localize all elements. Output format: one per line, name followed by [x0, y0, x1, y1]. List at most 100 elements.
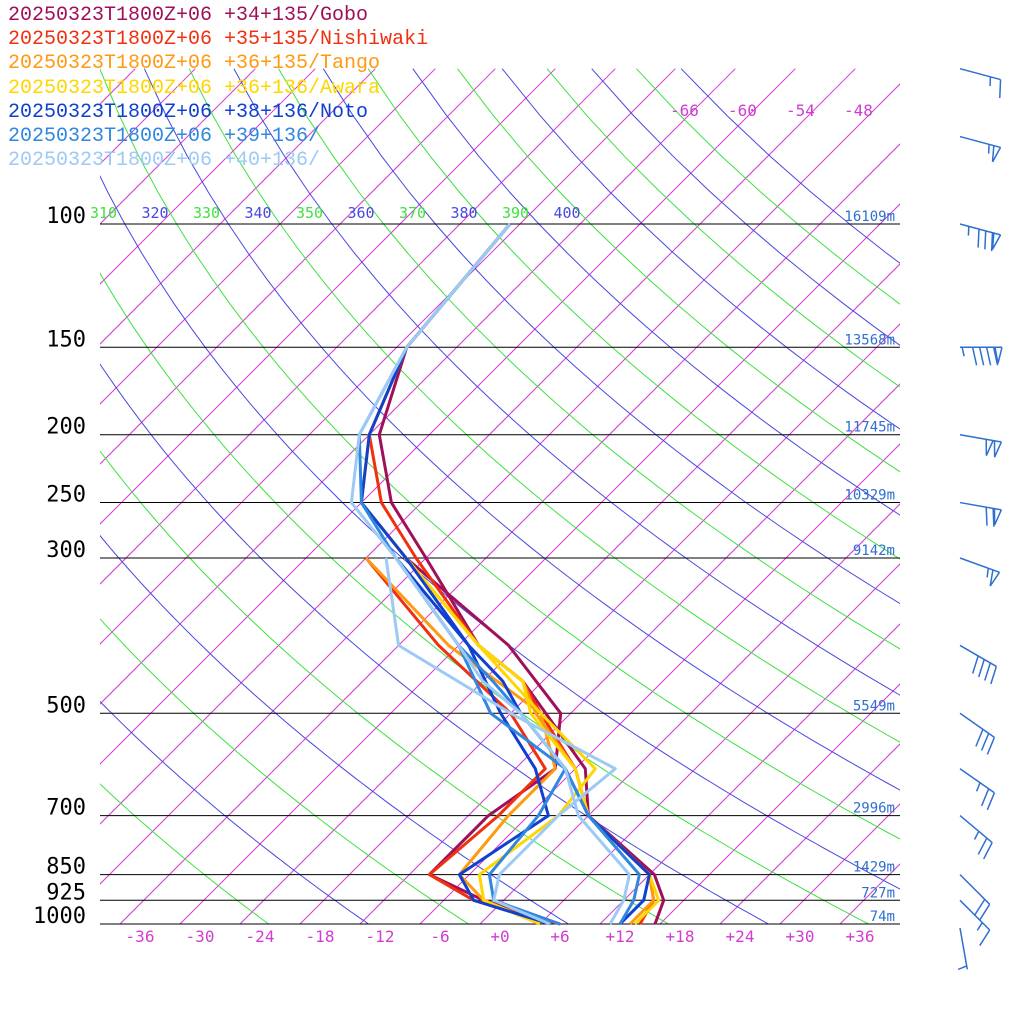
wind-barb-half-feather	[986, 568, 990, 578]
pressure-label: 700	[46, 796, 86, 821]
height-label: 11745m	[844, 420, 895, 436]
dewpoint-line-5	[394, 557, 567, 926]
isotherm-line	[100, 68, 736, 705]
isotherm-line	[539, 563, 900, 924]
height-label: 5549m	[853, 698, 895, 714]
pressure-label: 150	[46, 327, 86, 352]
wind-barb-feather	[986, 792, 996, 811]
dry-adiabat-line	[100, 175, 900, 890]
theta-label: 330	[193, 204, 220, 222]
dewpoint-line-1	[364, 557, 561, 926]
theta-label: 370	[399, 204, 426, 222]
height-label: 13568m	[844, 332, 895, 348]
wind-barb-feather	[980, 788, 990, 807]
height-label: 1429m	[853, 860, 895, 876]
isotherm-line	[419, 443, 900, 924]
height-label: 74m	[870, 909, 895, 925]
dry-adiabat-line	[100, 534, 569, 924]
isotherm-line	[100, 68, 616, 585]
legend-entry: 20250323T1800Z+06 +36+135/Tango	[8, 52, 381, 76]
isotherm-line	[100, 68, 676, 645]
isotherm-line	[299, 323, 900, 924]
dry-adiabat-line	[591, 68, 900, 346]
height-label: 16109m	[844, 209, 895, 225]
dry-adiabat-line	[412, 68, 900, 516]
wind-barb-flag	[991, 233, 1002, 250]
wind-barb	[959, 223, 1002, 252]
wind-barb	[959, 899, 991, 946]
wind-barb-shaft	[959, 927, 969, 970]
wind-barb-feather	[977, 837, 988, 855]
theta-label: 350	[296, 204, 323, 222]
wind-barb-feather	[971, 655, 979, 674]
isotherm-line	[100, 68, 376, 345]
theta-label: 310	[90, 204, 117, 222]
sounding-series	[349, 223, 666, 926]
dewpoint-line-4	[394, 557, 551, 926]
wind-barb-feather	[979, 929, 991, 946]
pressure-label: 100	[46, 204, 86, 229]
dry-adiabat-line	[100, 363, 769, 924]
wind-barb	[959, 433, 1003, 458]
wind-barb-half-feather	[976, 922, 983, 931]
wind-barb	[960, 346, 1003, 366]
wind-barb	[959, 67, 1002, 99]
dry-adiabat-line	[100, 700, 369, 924]
wind-barb-shaft	[959, 899, 991, 931]
isotherm-line	[100, 83, 900, 885]
isotherm-line	[599, 623, 900, 924]
wind-barb	[959, 557, 1001, 587]
x-tick-label: +0	[490, 927, 509, 946]
pressure-label: 200	[46, 415, 86, 440]
isotherm-line	[100, 68, 436, 405]
height-label: 9142m	[853, 543, 895, 559]
wind-barbs	[957, 67, 1003, 971]
dry-adiabat-line	[457, 68, 900, 473]
dry-adiabat-line	[278, 68, 900, 650]
isotherm-label: -66	[670, 101, 699, 120]
wind-barb	[959, 135, 1002, 163]
dewpoint-line-6	[384, 557, 617, 926]
isotherm-label: -48	[844, 101, 873, 120]
height-label: 10329m	[844, 488, 895, 504]
legend-entry: 20250323T1800Z+06 +36+136/Awara	[8, 76, 381, 100]
x-tick-label: +6	[550, 927, 569, 946]
pressure-label: 850	[46, 855, 86, 880]
wind-barb-feather	[971, 347, 978, 366]
temperature-line-1	[367, 223, 656, 925]
wind-barb-feather	[978, 347, 985, 366]
wind-barb-feather	[986, 737, 996, 755]
wind-barb-feather	[990, 666, 998, 685]
legend-entry: 20250323T1800Z+06 +34+135/Gobo	[8, 4, 369, 27]
isotherm-line	[239, 263, 900, 924]
dry-adiabat-line	[143, 68, 900, 791]
wind-barb-feather	[974, 898, 986, 916]
legend-entry: 20250323T1800Z+06 +39+136/	[8, 125, 321, 149]
wind-barb-feather	[984, 230, 987, 250]
dry-adiabat-line	[100, 618, 469, 924]
isotherm-line	[899, 923, 900, 924]
wind-barb-feather	[992, 347, 999, 366]
height-label: 727m	[861, 885, 895, 901]
isotherm-line	[100, 68, 196, 165]
pressure-label: 925	[46, 880, 86, 905]
theta-label: 340	[245, 204, 272, 222]
x-tick-label: -12	[366, 927, 395, 946]
axis-labels: 100 16109m 150 13568m 200 11745m 250 10329m 300 9…	[33, 101, 895, 946]
x-tick-label: -36	[126, 927, 155, 946]
theta-label: 380	[451, 204, 478, 222]
wind-barb-feather	[977, 659, 985, 678]
wind-barb-flag	[994, 347, 1003, 364]
height-label: 2996m	[853, 801, 895, 817]
legend-entry: 20250323T1800Z+06 +40+136/	[8, 149, 321, 173]
isotherm-line	[119, 143, 900, 924]
wind-barb-flag	[993, 508, 1003, 526]
isotherm-line	[0, 69, 15, 924]
isotherm-label: -54	[786, 101, 815, 120]
dry-adiabat-line	[322, 68, 900, 605]
wind-barb-feather	[999, 79, 1002, 99]
dry-adiabat-line	[636, 68, 900, 305]
dry-adiabat-line	[100, 783, 269, 924]
legend-entry: 20250323T1800Z+06 +35+135/Nishiwaki	[8, 28, 429, 52]
